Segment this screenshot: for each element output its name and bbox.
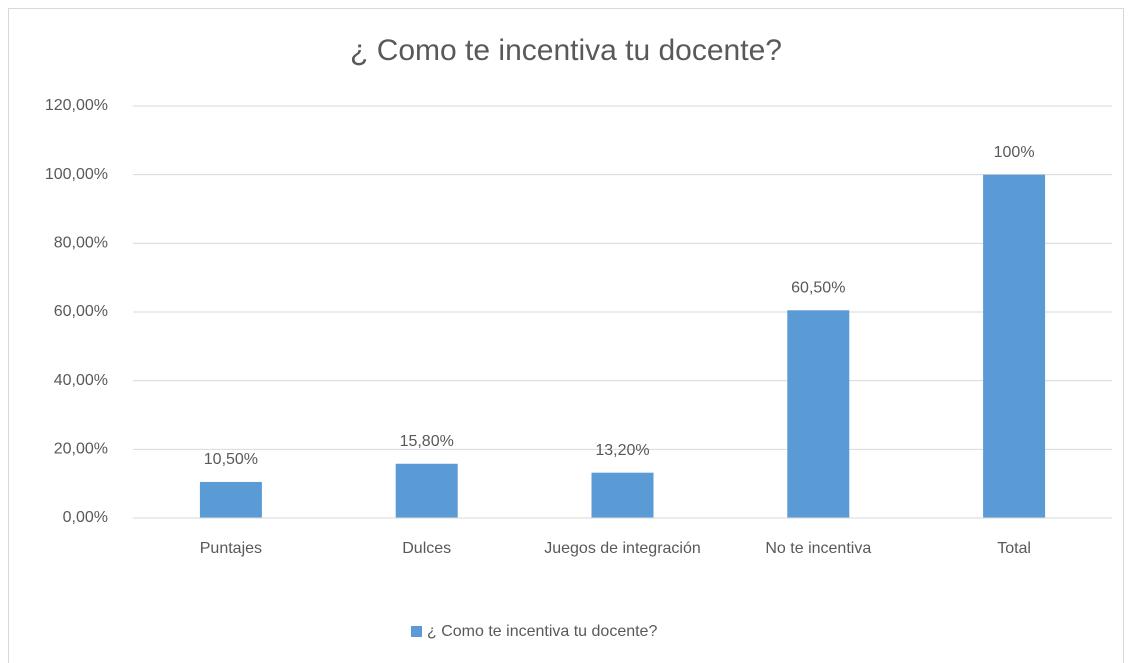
chart-title: ¿ Como te incentiva tu docente?	[350, 34, 782, 67]
y-tick-label: 0,00%	[63, 509, 108, 526]
x-tick-label: No te incentiva	[765, 540, 872, 557]
x-tick-label: Dulces	[402, 540, 452, 557]
data-label: 10,50%	[204, 451, 258, 468]
y-tick-label: 20,00%	[54, 441, 108, 458]
data-label: 13,20%	[595, 442, 649, 459]
legend-swatch	[411, 626, 422, 637]
chart-border	[8, 8, 1124, 663]
y-tick-label: 40,00%	[54, 372, 108, 389]
bar	[787, 310, 850, 518]
bar	[983, 174, 1046, 518]
y-tick-label: 100,00%	[45, 166, 108, 183]
y-tick-label: 80,00%	[54, 235, 108, 252]
x-tick-label: Total	[997, 540, 1031, 557]
data-label: 100%	[994, 144, 1035, 161]
x-tick-label: Puntajes	[199, 540, 263, 557]
bar	[591, 472, 654, 518]
bar	[199, 481, 262, 518]
y-tick-label: 60,00%	[54, 303, 108, 320]
bar	[395, 463, 458, 518]
x-tick-label: Juegos de integración	[544, 540, 701, 557]
data-label: 15,80%	[400, 433, 454, 450]
y-tick-label: 120,00%	[45, 97, 108, 114]
legend-label: ¿ Como te incentiva tu docente?	[427, 623, 657, 640]
data-label: 60,50%	[791, 280, 845, 297]
